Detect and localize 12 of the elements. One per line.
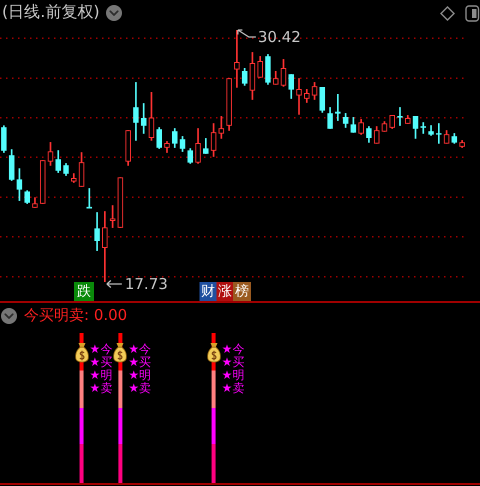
text: 财 — [201, 284, 215, 300]
annotation: ★今★买★明★卖 — [128, 342, 152, 396]
text: 跌 — [77, 284, 91, 300]
candlestick — [296, 78, 302, 115]
annotation: 17.73 — [124, 274, 168, 293]
annotation: ★今★买★明★卖 — [90, 342, 112, 396]
chart-title: 今买明卖: 0.00 — [24, 306, 128, 324]
annotation: 30.42 — [258, 28, 301, 46]
chart-title: (日线.前复权) — [2, 2, 100, 22]
annotation: ★今★买★明★卖 — [222, 342, 244, 396]
text: 榜 — [235, 284, 249, 300]
text: 涨 — [218, 284, 232, 300]
